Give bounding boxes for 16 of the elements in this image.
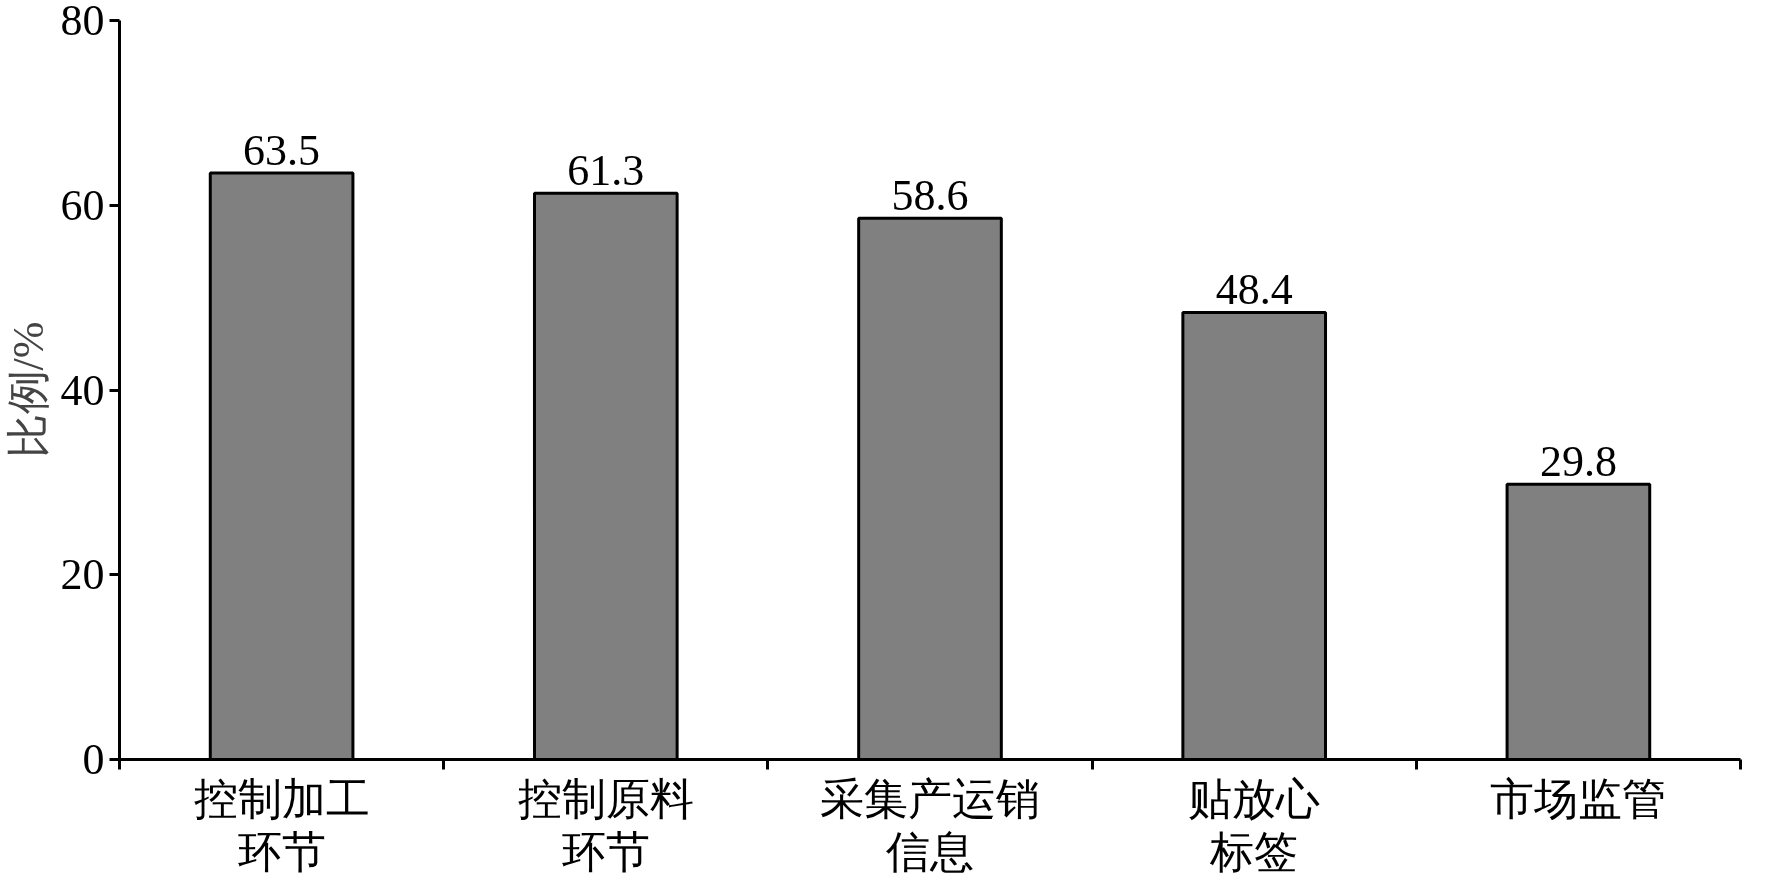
y-tick-label: 80	[60, 0, 105, 45]
x-tick-label: 控制原料环节	[517, 774, 694, 878]
x-tick-label: 贴放心标签	[1188, 774, 1321, 878]
data-label: 29.8	[1539, 437, 1617, 487]
y-tick-label: 40	[60, 365, 105, 415]
data-label: 61.3	[567, 146, 645, 196]
x-tick-label: 市场监管	[1490, 774, 1667, 824]
x-tick-label: 采集产运销信息	[820, 774, 1040, 878]
x-tick-label: 控制加工环节	[193, 774, 370, 878]
data-label: 58.6	[891, 171, 969, 221]
y-tick-label: 20	[60, 550, 105, 600]
y-axis-title: 比例/%	[3, 321, 53, 459]
data-label: 48.4	[1215, 265, 1293, 315]
y-tick-label: 60	[60, 180, 105, 230]
data-label: 63.5	[243, 125, 321, 175]
y-tick-label: 0	[82, 735, 105, 784]
